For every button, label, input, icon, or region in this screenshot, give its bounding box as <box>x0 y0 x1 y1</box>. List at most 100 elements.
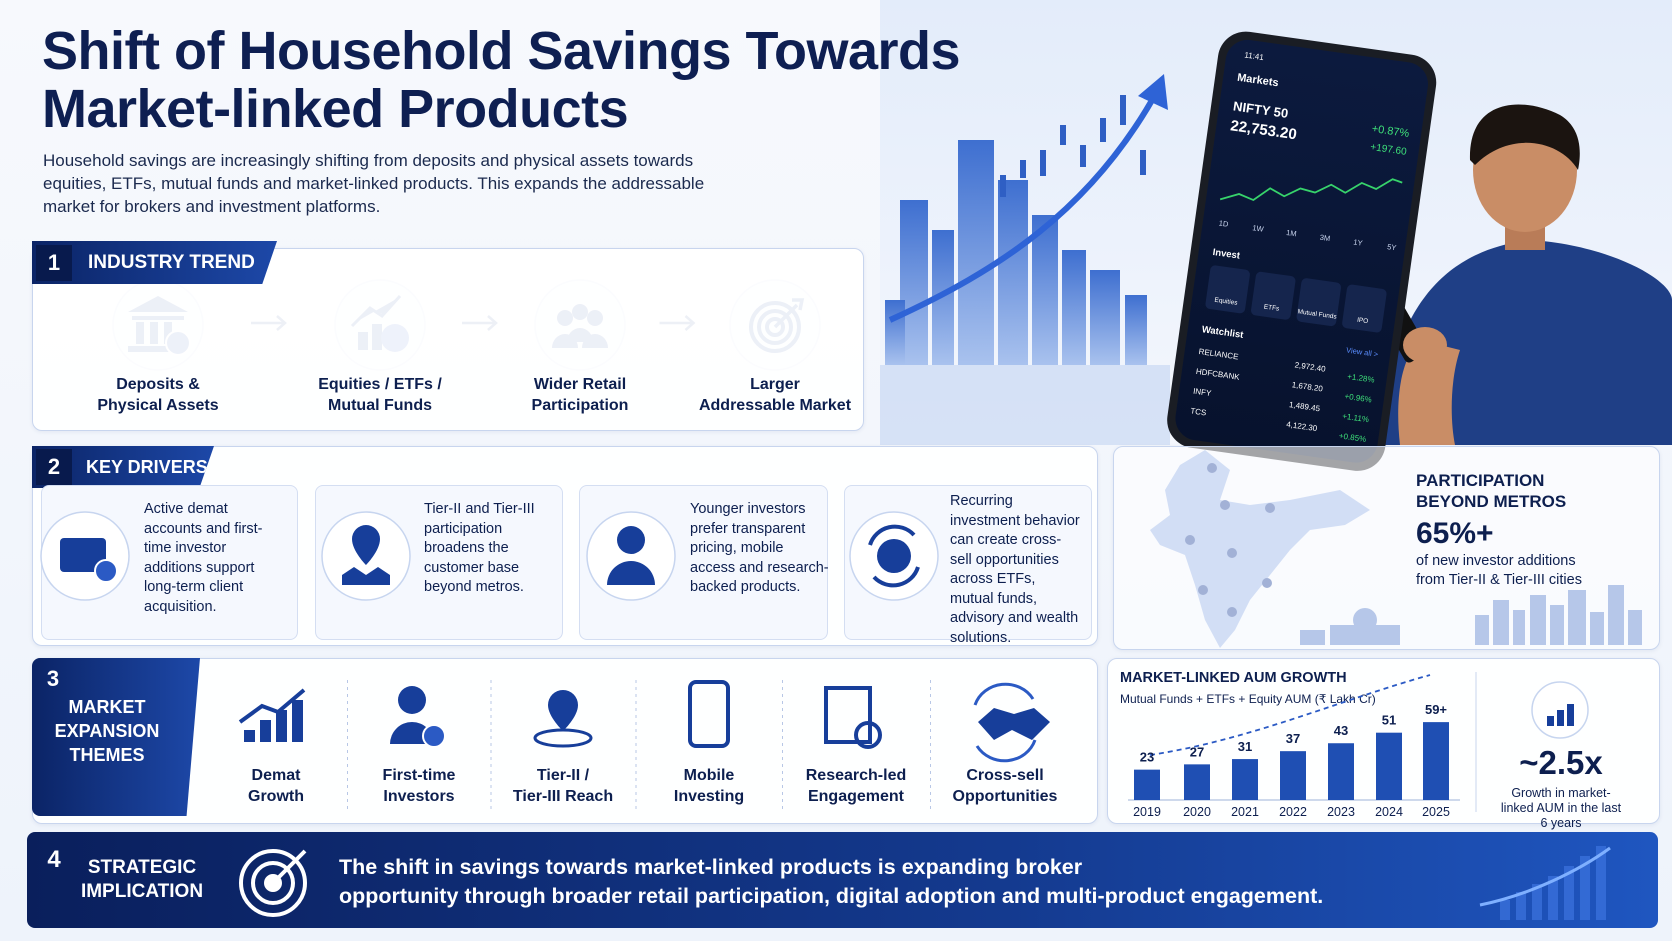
intro-line: Household savings are increasingly shift… <box>43 151 694 170</box>
theme-label: Investing <box>673 788 745 805</box>
decoration <box>1380 240 1672 445</box>
candlesticks <box>1000 95 1146 197</box>
decoration <box>1032 215 1058 365</box>
phone-invest-icon <box>1296 278 1342 327</box>
implication-text: opportunity through broader retail parti… <box>339 884 1324 908</box>
decoration <box>1020 160 1026 178</box>
phone-text: 1W <box>1252 223 1265 234</box>
section-title: KEY DRIVERS <box>86 457 208 477</box>
step-label: Addressable Market <box>698 397 852 414</box>
theme-label: Opportunities <box>952 788 1058 805</box>
section-number: 3 <box>46 666 60 691</box>
phone-text: 2,972.40 <box>1294 360 1327 373</box>
decoration <box>1040 150 1046 176</box>
participation-stat: 65%+ <box>1416 517 1494 550</box>
decoration <box>1140 150 1146 175</box>
driver-card <box>41 485 298 640</box>
phone-text: +1.28% <box>1347 372 1375 385</box>
decoration <box>1596 846 1606 920</box>
step-label: Deposits & <box>116 376 200 393</box>
band-bars <box>1500 846 1606 920</box>
phone-text: Equities <box>1214 297 1239 307</box>
decoration <box>1532 884 1542 920</box>
phone-text: 1D <box>1218 219 1229 229</box>
phone-text: +197.60 <box>1370 142 1408 158</box>
chart-subtitle: Mutual Funds + ETFs + Equity AUM (₹ Lakh… <box>1120 692 1376 706</box>
participation-panel <box>1113 446 1660 650</box>
theme-label: Tier-III Reach <box>512 788 614 805</box>
driver-text: Recurring investment behavior can create… <box>950 493 1080 646</box>
section-title: EXPANSION <box>54 721 160 741</box>
phone-text: 5Y <box>1387 242 1397 252</box>
chart-title: MARKET-LINKED AUM GROWTH <box>1120 670 1347 686</box>
decoration <box>1398 340 1460 445</box>
theme-label: Investors <box>383 788 455 805</box>
phone-text: +0.87% <box>1371 123 1410 140</box>
title-line: Market-linked Products <box>42 79 629 139</box>
growth-arrow <box>888 93 1158 323</box>
highlight-caption: Growth in market-linked AUM in the last … <box>1500 786 1622 830</box>
decoration <box>1500 900 1510 920</box>
decoration <box>1100 118 1106 142</box>
decoration <box>1564 866 1574 920</box>
decoration <box>1580 856 1590 920</box>
decoration <box>1062 250 1086 365</box>
highlight-value: ~2.5x <box>1519 744 1603 781</box>
water <box>880 365 1170 445</box>
decoration <box>958 140 994 365</box>
decoration <box>239 849 307 917</box>
phone-text: Invest <box>1212 247 1242 262</box>
decoration <box>1469 104 1580 170</box>
section-title: THEMES <box>69 745 145 765</box>
person <box>1378 104 1672 445</box>
decoration <box>271 849 307 885</box>
driver-text: Tier-II and Tier-III participation broad… <box>424 501 535 595</box>
phone-text: 4,122.30 <box>1286 420 1319 433</box>
decoration <box>885 300 905 365</box>
phone-text: 11:41 <box>1244 50 1265 62</box>
step-label: Mutual Funds <box>328 397 432 414</box>
section-title: IMPLICATION <box>80 881 204 902</box>
section-title: STRATEGIC <box>87 857 197 878</box>
theme-label: Tier-II / <box>536 767 590 784</box>
decoration <box>1060 125 1066 145</box>
phone-line-chart <box>1219 178 1403 202</box>
decoration <box>998 180 1028 365</box>
implication-band <box>27 832 1658 928</box>
theme-label: Engagement <box>807 788 904 805</box>
phone-text: 3M <box>1319 233 1331 243</box>
section-number: 2 <box>36 449 72 485</box>
phone-text: 1Y <box>1353 237 1363 247</box>
band-arrow <box>1479 846 1611 907</box>
section-tab: INDUSTRY TREND <box>32 241 277 284</box>
driver-text: Younger investors prefer transparent pri… <box>690 501 829 595</box>
decoration <box>1090 270 1120 365</box>
phone-text: 1M <box>1286 228 1298 238</box>
step-label: Larger <box>750 376 800 393</box>
phone-text: +0.96% <box>1344 392 1372 405</box>
section-tab <box>32 658 200 816</box>
section-title: INDUSTRY TREND <box>88 252 255 273</box>
driver-text: Active demat accounts and first-time inv… <box>144 501 263 615</box>
theme-label: Demat <box>251 767 301 784</box>
participation-title: BEYOND METROS <box>1416 492 1567 511</box>
theme-label: Mobile <box>683 767 735 784</box>
city-skyline <box>885 140 1147 365</box>
arrow-head <box>1138 74 1168 110</box>
phone-invest-icon <box>1342 284 1387 333</box>
phone-text: 1,489.45 <box>1288 400 1321 413</box>
phone-text: TCS <box>1190 406 1207 417</box>
target-icon <box>239 849 307 917</box>
step-label: Wider Retail <box>533 376 627 393</box>
step-label: Participation <box>531 397 629 414</box>
phone-text: +1.11% <box>1342 412 1370 425</box>
decoration <box>251 861 295 905</box>
theme-label: Cross-sell <box>966 767 1044 784</box>
section-title: MARKET <box>68 697 146 717</box>
step-label: Equities / ETFs / <box>318 376 442 393</box>
phone-screen <box>1175 39 1428 463</box>
theme-label: First-time <box>382 767 456 784</box>
